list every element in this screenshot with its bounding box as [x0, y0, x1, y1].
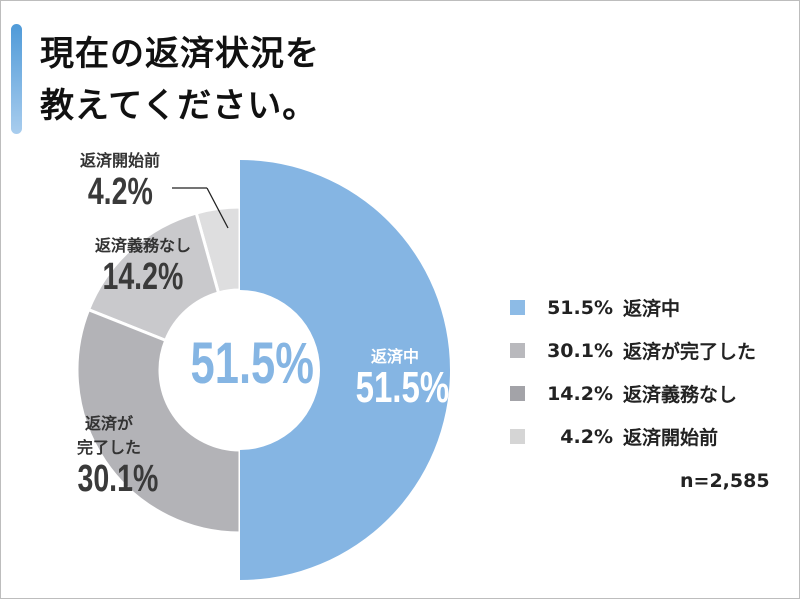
- legend-label: 返済開始前: [623, 427, 719, 449]
- legend-label: 返済中: [623, 298, 681, 320]
- legend-item: 51.5% 返済中: [510, 286, 756, 329]
- title-line-1: 現在の返済状況を: [40, 34, 320, 74]
- leader-line: [206, 187, 229, 229]
- legend: 51.5% 返済中 30.1% 返済が完了した 14.2% 返済義務なし 4.2% 返済…: [510, 286, 756, 458]
- title-accent-bar: [11, 24, 22, 134]
- legend-value: 30.1%: [547, 339, 613, 362]
- legend-label: 返済義務なし: [623, 384, 738, 406]
- sample-size: n=2,585: [680, 470, 770, 492]
- legend-value: 4.2%: [560, 425, 613, 448]
- title-line-2: 教えてください。: [40, 86, 318, 126]
- center-label: 51.5%: [190, 331, 314, 396]
- legend-item: 4.2% 返済開始前: [510, 415, 756, 458]
- slice-label-no-obligation: 返済義務なし 14.2%: [94, 236, 191, 298]
- slice-no-obligation: [86, 211, 221, 343]
- slice-completed: [75, 307, 242, 535]
- legend-item: 30.1% 返済が完了した: [510, 329, 756, 372]
- legend-swatch: [510, 429, 525, 444]
- legend-label: 返済が完了した: [623, 341, 757, 363]
- slice-label-repaying: 返済中 51.5%: [355, 347, 450, 412]
- slice-label-before-start: 返済開始前 4.2%: [79, 151, 160, 213]
- slice-label-completed: 返済が 完了した 30.1%: [76, 414, 159, 500]
- legend-value: 51.5%: [547, 296, 613, 319]
- legend-swatch: [510, 300, 525, 315]
- legend-swatch: [510, 386, 525, 401]
- slice-repaying: [240, 160, 450, 580]
- legend-swatch: [510, 343, 525, 358]
- legend-item: 14.2% 返済義務なし: [510, 372, 756, 415]
- legend-value: 14.2%: [547, 382, 613, 405]
- page-title: 現在の返済状況を 教えてください。: [40, 28, 320, 132]
